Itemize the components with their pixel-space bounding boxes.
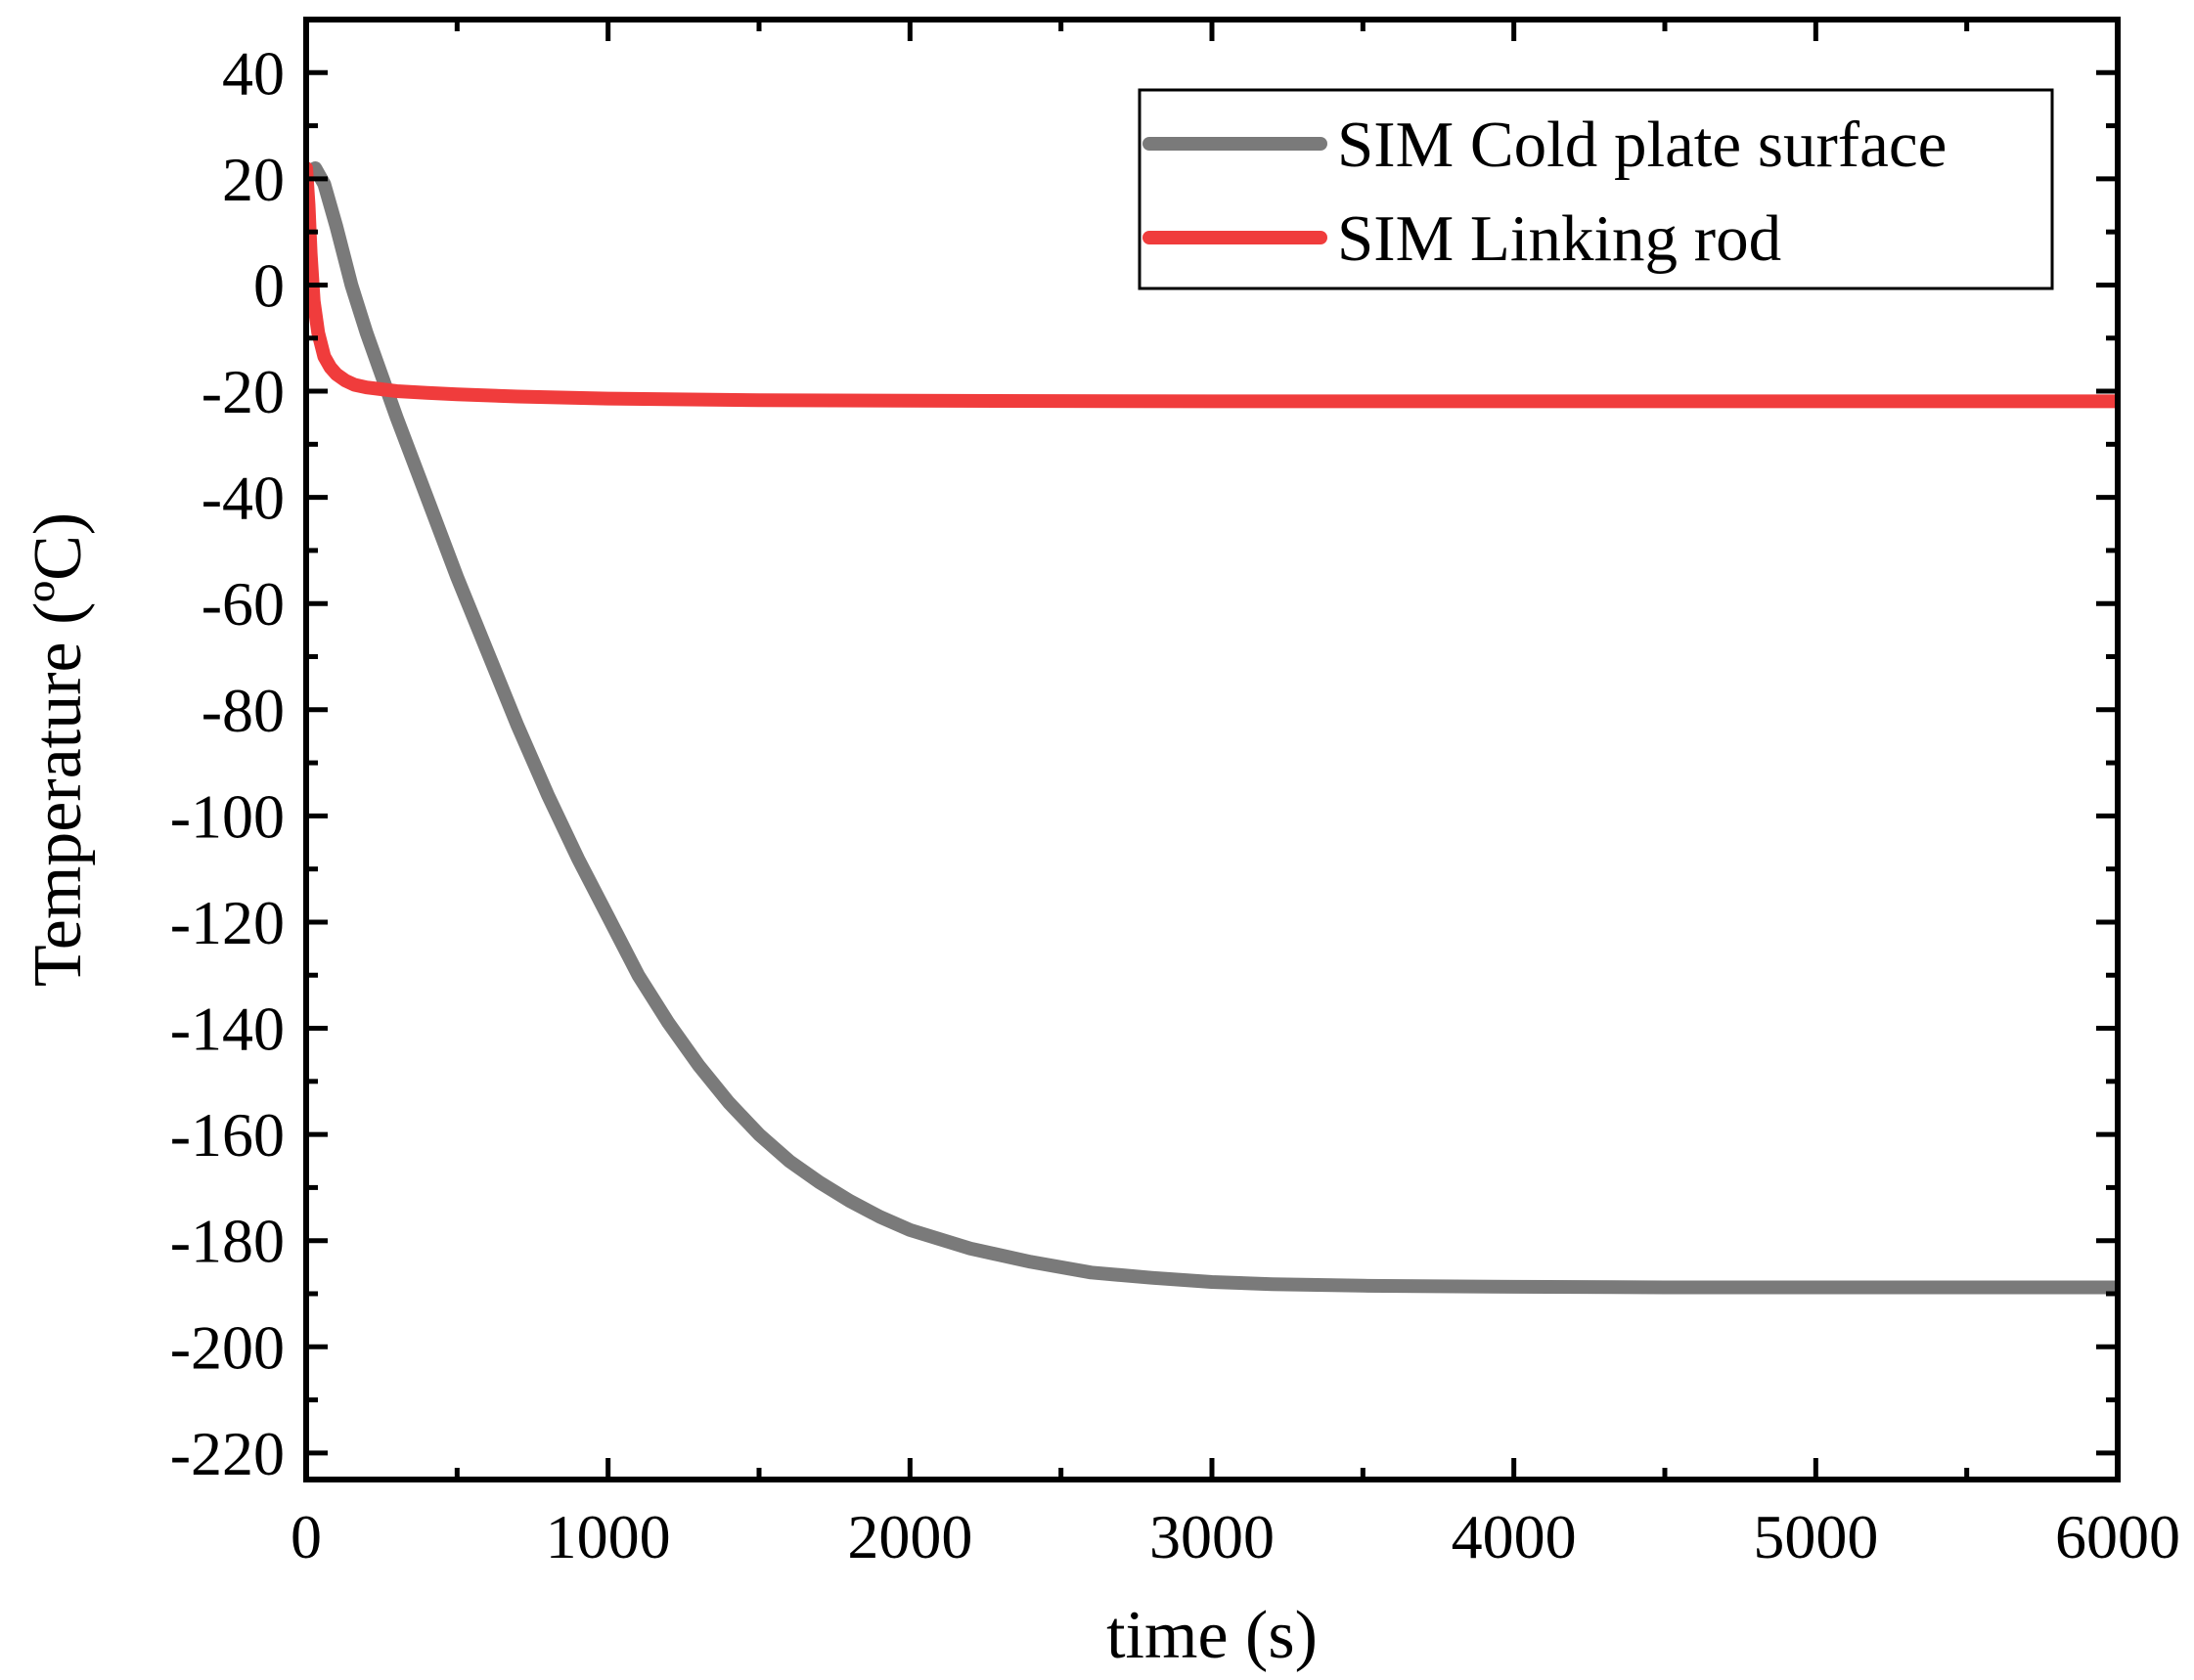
- y-tick-label: -20: [201, 357, 285, 426]
- y-tick-label: -200: [170, 1312, 285, 1382]
- y-tick-label: -140: [170, 995, 285, 1064]
- x-tick-label: 4000: [1452, 1502, 1577, 1571]
- x-axis-label: time (s): [1106, 1598, 1318, 1673]
- y-tick-label: 40: [222, 38, 285, 108]
- x-tick-label: 6000: [2055, 1502, 2180, 1571]
- legend: SIM Cold plate surface SIM Linking rod: [1138, 88, 2054, 290]
- x-tick-label: 1000: [546, 1502, 671, 1571]
- y-tick-label: -60: [201, 569, 285, 639]
- series-line-cold-plate-surface: [306, 161, 2118, 1295]
- y-tick-label: -100: [170, 781, 285, 851]
- y-tick-label: -80: [201, 676, 285, 745]
- y-tick-label: 20: [222, 145, 285, 214]
- x-tick-label: 3000: [1149, 1502, 1275, 1571]
- y-tick-label: 0: [253, 250, 285, 320]
- y-tick-label: -160: [170, 1100, 285, 1170]
- y-axis-label: Temperature (ºC): [21, 512, 96, 987]
- y-tick-label: -180: [170, 1207, 285, 1276]
- y-tick-label: -120: [170, 888, 285, 957]
- series-line-linking-rod: [306, 161, 2118, 409]
- x-tick-label: 5000: [1753, 1502, 1878, 1571]
- x-tick-label: 2000: [847, 1502, 972, 1571]
- tick-layer: 0 1000 2000 3000 4000 5000 6000 40 20 0 -20 -40 -60 -…: [170, 20, 2180, 1571]
- series-layer: [306, 161, 2118, 1295]
- legend-label: SIM Linking rod: [1337, 202, 1781, 275]
- x-tick-label: 0: [291, 1502, 322, 1571]
- y-tick-label: -220: [170, 1419, 285, 1488]
- legend-label: SIM Cold plate surface: [1337, 109, 1947, 181]
- y-tick-label: -40: [201, 464, 285, 533]
- legend-box: [1138, 88, 2054, 290]
